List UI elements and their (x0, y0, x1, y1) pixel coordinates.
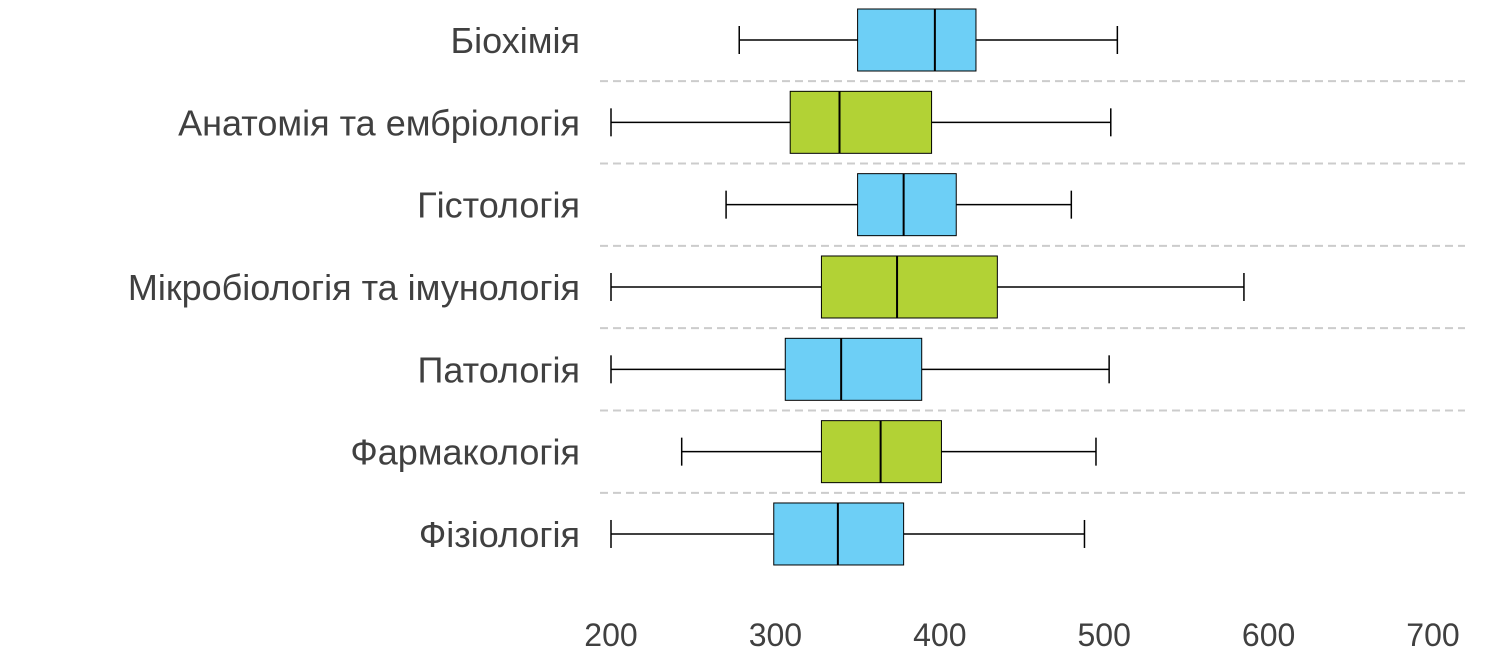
x-tick-label: 600 (1242, 617, 1295, 650)
category-label: Мікробіологія та імунологія (128, 267, 580, 308)
iqr-box (789, 90, 933, 154)
category-label: Фармакологія (350, 432, 580, 473)
x-tick-label: 500 (1078, 617, 1131, 650)
x-tick-label: 700 (1406, 617, 1459, 650)
x-tick-label: 200 (584, 617, 637, 650)
iqr-box (784, 337, 923, 401)
x-tick-label: 400 (913, 617, 966, 650)
category-label: Гістологія (417, 185, 580, 226)
category-label: Патологія (418, 349, 580, 390)
iqr-box (857, 173, 957, 237)
boxes-layer (610, 8, 1245, 566)
x-axis-tick-labels: 200 300 400 500 600 700 (584, 617, 1459, 653)
x-tick-label: 300 (749, 617, 802, 650)
category-label: Біохімія (451, 20, 580, 61)
category-labels: Біохімія Анатомія та ембріологія Гістологі… (128, 20, 580, 555)
category-separators (600, 80, 1465, 494)
category-label: Анатомія та ембріологія (178, 102, 580, 143)
iqr-box (820, 255, 998, 319)
category-label: Фізіологія (419, 514, 580, 555)
iqr-box (857, 8, 977, 72)
